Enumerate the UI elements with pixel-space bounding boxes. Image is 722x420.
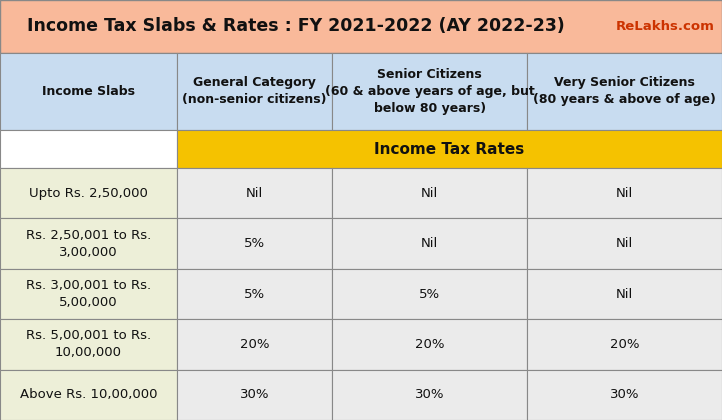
Text: Rs. 3,00,001 to Rs.
5,00,000: Rs. 3,00,001 to Rs. 5,00,000 [26, 279, 151, 309]
Bar [527, 269, 722, 319]
Bar [332, 319, 527, 370]
Bar [177, 269, 332, 319]
Bar [332, 52, 527, 130]
Bar [0, 52, 177, 130]
Text: 20%: 20% [415, 338, 444, 351]
Bar [0, 218, 177, 269]
Bar [0, 130, 177, 168]
Bar [177, 370, 332, 420]
Bar [332, 168, 527, 218]
Bar [332, 370, 527, 420]
Text: Nil: Nil [246, 187, 263, 200]
Bar [527, 168, 722, 218]
Text: Nil: Nil [421, 237, 438, 250]
Bar [0, 168, 177, 218]
Bar [527, 370, 722, 420]
Text: 30%: 30% [415, 388, 444, 401]
Text: Nil: Nil [421, 187, 438, 200]
Bar [177, 52, 332, 130]
Bar [177, 218, 332, 269]
Text: 20%: 20% [610, 338, 639, 351]
Bar [177, 319, 332, 370]
Text: Nil: Nil [616, 288, 633, 300]
Bar [0, 0, 722, 52]
Bar [177, 130, 722, 168]
Bar [0, 269, 177, 319]
Text: 5%: 5% [244, 288, 265, 300]
Text: Senior Citizens
(60 & above years of age, but
below 80 years): Senior Citizens (60 & above years of age… [325, 68, 534, 115]
Bar [0, 319, 177, 370]
Text: Above Rs. 10,00,000: Above Rs. 10,00,000 [19, 388, 157, 401]
Bar [177, 168, 332, 218]
Bar [527, 52, 722, 130]
Text: ReLakhs.com: ReLakhs.com [616, 20, 715, 33]
Text: Nil: Nil [616, 237, 633, 250]
Text: Income Tax Rates: Income Tax Rates [374, 142, 525, 157]
Text: Upto Rs. 2,50,000: Upto Rs. 2,50,000 [29, 187, 148, 200]
Text: Rs. 5,00,001 to Rs.
10,00,000: Rs. 5,00,001 to Rs. 10,00,000 [26, 329, 151, 360]
Bar [527, 319, 722, 370]
Bar [332, 218, 527, 269]
Text: 30%: 30% [240, 388, 269, 401]
Text: Income Tax Slabs & Rates : FY 2021-2022 (AY 2022-23): Income Tax Slabs & Rates : FY 2021-2022 … [27, 17, 565, 35]
Text: 5%: 5% [419, 288, 440, 300]
Bar [332, 269, 527, 319]
Text: 5%: 5% [244, 237, 265, 250]
Text: Very Senior Citizens
(80 years & above of age): Very Senior Citizens (80 years & above o… [533, 76, 716, 106]
Text: 20%: 20% [240, 338, 269, 351]
Text: Income Slabs: Income Slabs [42, 85, 135, 98]
Text: Rs. 2,50,001 to Rs.
3,00,000: Rs. 2,50,001 to Rs. 3,00,000 [26, 228, 151, 259]
Text: Nil: Nil [616, 187, 633, 200]
Text: General Category
(non-senior citizens): General Category (non-senior citizens) [182, 76, 327, 106]
Text: 30%: 30% [610, 388, 639, 401]
Bar [0, 370, 177, 420]
Bar [527, 218, 722, 269]
